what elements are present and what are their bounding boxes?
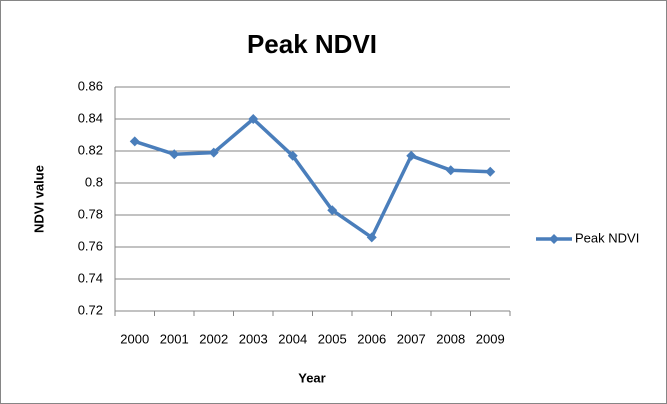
data-point <box>366 232 377 243</box>
y-tick-label: 0.8 <box>85 174 103 189</box>
x-axis-label: Year <box>298 370 325 385</box>
x-tick-label: 2007 <box>397 331 426 346</box>
y-tick-label: 0.76 <box>78 238 103 253</box>
data-point <box>208 147 219 158</box>
x-tick-label: 2008 <box>436 331 465 346</box>
data-point <box>169 149 180 160</box>
x-tick-label: 2006 <box>357 331 386 346</box>
chart-title: Peak NDVI <box>247 29 377 59</box>
y-axis-label: NDVI value <box>31 165 46 233</box>
data-point <box>406 150 417 161</box>
y-tick-label: 0.82 <box>78 142 103 157</box>
data-point <box>327 205 338 216</box>
y-tick-label: 0.86 <box>78 78 103 93</box>
legend-label: Peak NDVI <box>575 230 639 245</box>
data-point <box>287 150 298 161</box>
x-tick-label: 2009 <box>476 331 505 346</box>
y-tick-label: 0.78 <box>78 206 103 221</box>
y-tick-label: 0.74 <box>78 270 103 285</box>
x-tick-label: 2003 <box>239 331 268 346</box>
x-tick-label: 2005 <box>318 331 347 346</box>
y-tick-label: 0.84 <box>78 110 103 125</box>
y-tick-label: 0.72 <box>78 302 103 317</box>
x-tick-label: 2000 <box>120 331 149 346</box>
x-tick-label: 2002 <box>199 331 228 346</box>
data-point <box>485 166 496 177</box>
data-point <box>248 114 259 124</box>
data-point <box>129 136 140 147</box>
legend-marker <box>549 234 559 244</box>
x-tick-label: 2001 <box>160 331 189 346</box>
data-point <box>445 165 456 176</box>
x-tick-label: 2004 <box>278 331 307 346</box>
series-line <box>134 117 491 240</box>
